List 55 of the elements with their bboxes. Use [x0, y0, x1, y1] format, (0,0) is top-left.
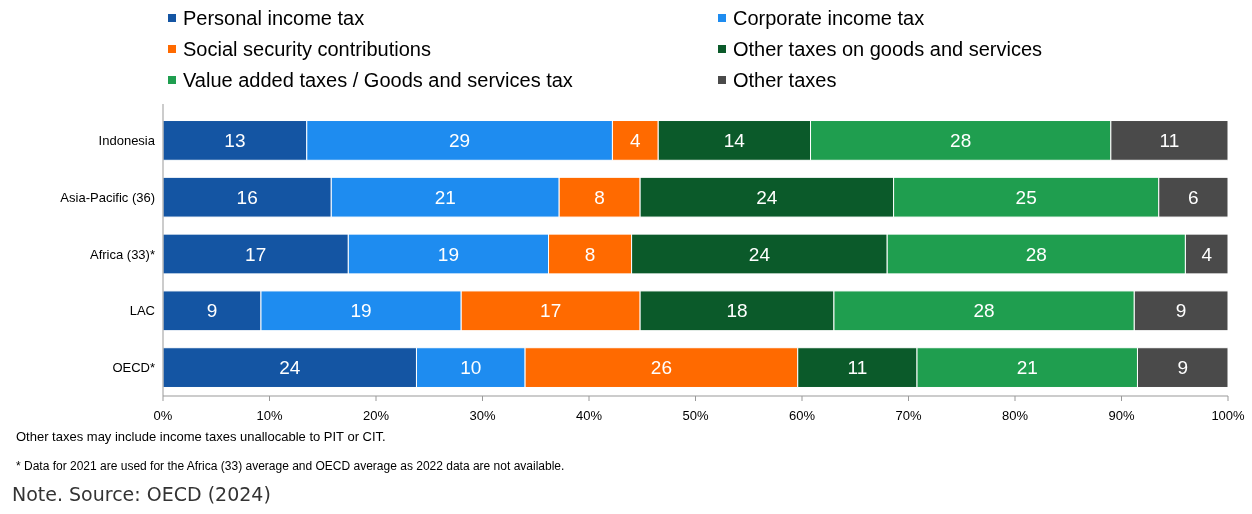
data-label: 24	[279, 357, 301, 379]
data-label: 11	[847, 357, 868, 379]
x-tick-label: 100%	[1211, 408, 1246, 423]
data-label: 26	[650, 357, 672, 379]
data-label: 6	[1188, 186, 1199, 208]
y-tick-label: OECD*	[112, 360, 155, 376]
x-tick-label: 30%	[469, 408, 496, 423]
data-label: 4	[1201, 243, 1213, 265]
data-label: 21	[1016, 357, 1038, 379]
data-label: 11	[1159, 130, 1180, 152]
data-label: 9	[1175, 300, 1187, 322]
data-label: 17	[540, 300, 562, 322]
legend-label: Value added taxes / Goods and services tax	[183, 69, 573, 91]
legend-label: Corporate income tax	[733, 7, 925, 29]
data-label: 29	[449, 130, 471, 152]
legend-label: Social security contributions	[183, 38, 431, 60]
x-tick-label: 80%	[1001, 408, 1029, 423]
y-tick-label: Asia-Pacific (36)	[60, 189, 155, 205]
x-tick-label: 0%	[153, 408, 173, 423]
data-label: 10	[460, 357, 482, 379]
text: * Data for 2021 are used for the Africa (33) average and OECD average as 2022 data are not available.	[16, 459, 565, 473]
data-label: 14	[723, 130, 746, 152]
data-label: 24	[756, 186, 778, 208]
x-tick-label: 70%	[895, 408, 922, 423]
data-label: 18	[726, 300, 748, 322]
y-tick-label: Africa (33)*	[89, 246, 155, 262]
y-tick-label: Indonesia	[98, 132, 156, 148]
x-tick-label: 90%	[1108, 408, 1135, 423]
data-label: 24	[748, 243, 771, 265]
text: Note. Source: OECD (2024)	[12, 483, 271, 505]
y-tick-label: LAC	[129, 303, 155, 319]
data-label: 8	[584, 243, 596, 265]
data-label: 19	[437, 243, 459, 265]
data-label: 8	[594, 186, 605, 208]
data-label: 16	[236, 186, 258, 208]
data-label: 13	[224, 130, 246, 152]
data-label: 28	[1025, 243, 1047, 265]
data-label: 4	[630, 130, 642, 152]
text: Other taxes may include income taxes unallocable to PIT or CIT.	[16, 429, 386, 444]
legend-label: Personal income tax	[183, 7, 365, 29]
x-tick-label: 10%	[256, 408, 283, 423]
data-label: 25	[1015, 186, 1037, 208]
data-label: 9	[1177, 357, 1189, 379]
legend-label: Other taxes	[733, 69, 837, 91]
data-label: 17	[245, 243, 267, 265]
data-label: 9	[206, 300, 218, 322]
data-label: 28	[950, 130, 972, 152]
x-tick-label: 50%	[682, 408, 709, 423]
data-label: 28	[973, 300, 995, 322]
legend-label: Other taxes on goods and services	[733, 38, 1043, 60]
x-tick-label: 60%	[788, 408, 816, 423]
x-tick-label: 40%	[575, 408, 603, 423]
x-tick-label: 20%	[362, 408, 390, 423]
data-label: 19	[350, 300, 372, 322]
data-label: 21	[434, 186, 456, 208]
